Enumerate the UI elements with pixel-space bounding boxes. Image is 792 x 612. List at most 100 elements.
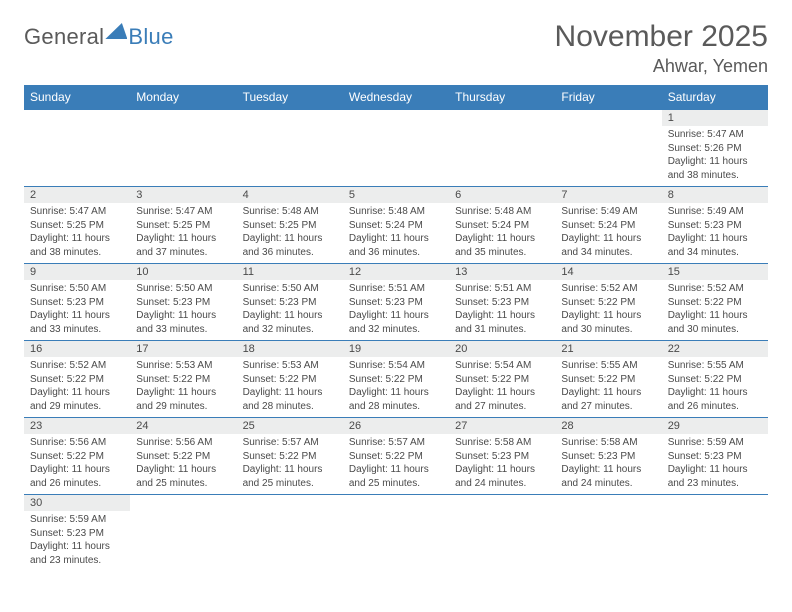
sunrise-text: Sunrise: 5:47 AM [136,205,230,219]
day-number: 20 [449,341,555,357]
day-details: Sunrise: 5:52 AMSunset: 5:22 PMDaylight:… [555,280,661,340]
calendar-cell [449,495,555,572]
day-number: 25 [237,418,343,434]
day-details: Sunrise: 5:57 AMSunset: 5:22 PMDaylight:… [237,434,343,494]
calendar-cell [555,495,661,572]
sunrise-text: Sunrise: 5:50 AM [136,282,230,296]
sunset-text: Sunset: 5:23 PM [561,450,655,464]
sail-icon [105,23,127,39]
daylight-text: Daylight: 11 hours and 29 minutes. [136,386,230,413]
daylight-text: Daylight: 11 hours and 28 minutes. [349,386,443,413]
brand-blue: Blue [128,24,173,50]
day-details: Sunrise: 5:59 AMSunset: 5:23 PMDaylight:… [662,434,768,494]
sunset-text: Sunset: 5:23 PM [455,296,549,310]
sunrise-text: Sunrise: 5:51 AM [349,282,443,296]
calendar-cell: 8Sunrise: 5:49 AMSunset: 5:23 PMDaylight… [662,187,768,264]
calendar-cell: 3Sunrise: 5:47 AMSunset: 5:25 PMDaylight… [130,187,236,264]
sunrise-text: Sunrise: 5:53 AM [243,359,337,373]
day-details: Sunrise: 5:47 AMSunset: 5:26 PMDaylight:… [662,126,768,186]
day-details: Sunrise: 5:55 AMSunset: 5:22 PMDaylight:… [662,357,768,417]
day-number: 18 [237,341,343,357]
weekday-header: Monday [130,85,236,110]
day-details: Sunrise: 5:47 AMSunset: 5:25 PMDaylight:… [24,203,130,263]
day-number: 7 [555,187,661,203]
day-details: Sunrise: 5:49 AMSunset: 5:24 PMDaylight:… [555,203,661,263]
calendar-cell [449,110,555,187]
daylight-text: Daylight: 11 hours and 30 minutes. [668,309,762,336]
day-number: 22 [662,341,768,357]
sunrise-text: Sunrise: 5:58 AM [561,436,655,450]
daylight-text: Daylight: 11 hours and 34 minutes. [561,232,655,259]
calendar-cell [237,495,343,572]
sunset-text: Sunset: 5:25 PM [243,219,337,233]
sunset-text: Sunset: 5:22 PM [561,296,655,310]
day-number: 11 [237,264,343,280]
calendar-cell: 10Sunrise: 5:50 AMSunset: 5:23 PMDayligh… [130,264,236,341]
sunset-text: Sunset: 5:22 PM [561,373,655,387]
sunrise-text: Sunrise: 5:57 AM [243,436,337,450]
day-number: 19 [343,341,449,357]
daylight-text: Daylight: 11 hours and 24 minutes. [561,463,655,490]
day-number: 14 [555,264,661,280]
calendar-cell: 1Sunrise: 5:47 AMSunset: 5:26 PMDaylight… [662,110,768,187]
daylight-text: Daylight: 11 hours and 33 minutes. [136,309,230,336]
day-details: Sunrise: 5:50 AMSunset: 5:23 PMDaylight:… [237,280,343,340]
daylight-text: Daylight: 11 hours and 26 minutes. [30,463,124,490]
sunrise-text: Sunrise: 5:50 AM [30,282,124,296]
calendar-week-row: 16Sunrise: 5:52 AMSunset: 5:22 PMDayligh… [24,341,768,418]
sunrise-text: Sunrise: 5:52 AM [668,282,762,296]
calendar-cell: 14Sunrise: 5:52 AMSunset: 5:22 PMDayligh… [555,264,661,341]
calendar-cell: 20Sunrise: 5:54 AMSunset: 5:22 PMDayligh… [449,341,555,418]
calendar-cell: 15Sunrise: 5:52 AMSunset: 5:22 PMDayligh… [662,264,768,341]
sunrise-text: Sunrise: 5:50 AM [243,282,337,296]
day-details: Sunrise: 5:54 AMSunset: 5:22 PMDaylight:… [343,357,449,417]
day-number: 26 [343,418,449,434]
sunrise-text: Sunrise: 5:55 AM [561,359,655,373]
sunrise-text: Sunrise: 5:55 AM [668,359,762,373]
location-subtitle: Ahwar, Yemen [555,56,768,77]
calendar-cell: 22Sunrise: 5:55 AMSunset: 5:22 PMDayligh… [662,341,768,418]
calendar-cell [343,110,449,187]
sunset-text: Sunset: 5:22 PM [349,373,443,387]
daylight-text: Daylight: 11 hours and 25 minutes. [349,463,443,490]
day-number: 30 [24,495,130,511]
daylight-text: Daylight: 11 hours and 36 minutes. [349,232,443,259]
sunset-text: Sunset: 5:22 PM [30,450,124,464]
day-details: Sunrise: 5:54 AMSunset: 5:22 PMDaylight:… [449,357,555,417]
sunset-text: Sunset: 5:23 PM [668,450,762,464]
calendar-cell: 5Sunrise: 5:48 AMSunset: 5:24 PMDaylight… [343,187,449,264]
day-details: Sunrise: 5:52 AMSunset: 5:22 PMDaylight:… [24,357,130,417]
daylight-text: Daylight: 11 hours and 23 minutes. [668,463,762,490]
calendar-cell: 9Sunrise: 5:50 AMSunset: 5:23 PMDaylight… [24,264,130,341]
day-number: 24 [130,418,236,434]
calendar-cell: 17Sunrise: 5:53 AMSunset: 5:22 PMDayligh… [130,341,236,418]
sunset-text: Sunset: 5:24 PM [349,219,443,233]
calendar-cell: 18Sunrise: 5:53 AMSunset: 5:22 PMDayligh… [237,341,343,418]
sunset-text: Sunset: 5:24 PM [455,219,549,233]
calendar-week-row: 2Sunrise: 5:47 AMSunset: 5:25 PMDaylight… [24,187,768,264]
sunset-text: Sunset: 5:22 PM [455,373,549,387]
daylight-text: Daylight: 11 hours and 32 minutes. [349,309,443,336]
day-number: 13 [449,264,555,280]
daylight-text: Daylight: 11 hours and 24 minutes. [455,463,549,490]
day-details: Sunrise: 5:52 AMSunset: 5:22 PMDaylight:… [662,280,768,340]
calendar-cell [343,495,449,572]
calendar-cell: 25Sunrise: 5:57 AMSunset: 5:22 PMDayligh… [237,418,343,495]
sunset-text: Sunset: 5:23 PM [136,296,230,310]
day-details: Sunrise: 5:50 AMSunset: 5:23 PMDaylight:… [24,280,130,340]
calendar-cell: 4Sunrise: 5:48 AMSunset: 5:25 PMDaylight… [237,187,343,264]
day-details: Sunrise: 5:58 AMSunset: 5:23 PMDaylight:… [555,434,661,494]
sunset-text: Sunset: 5:22 PM [30,373,124,387]
calendar-cell [555,110,661,187]
daylight-text: Daylight: 11 hours and 38 minutes. [668,155,762,182]
daylight-text: Daylight: 11 hours and 36 minutes. [243,232,337,259]
day-number: 17 [130,341,236,357]
sunset-text: Sunset: 5:23 PM [243,296,337,310]
day-number: 1 [662,110,768,126]
day-number: 4 [237,187,343,203]
day-details: Sunrise: 5:53 AMSunset: 5:22 PMDaylight:… [237,357,343,417]
sunset-text: Sunset: 5:26 PM [668,142,762,156]
day-number: 15 [662,264,768,280]
sunrise-text: Sunrise: 5:54 AM [455,359,549,373]
day-number: 8 [662,187,768,203]
